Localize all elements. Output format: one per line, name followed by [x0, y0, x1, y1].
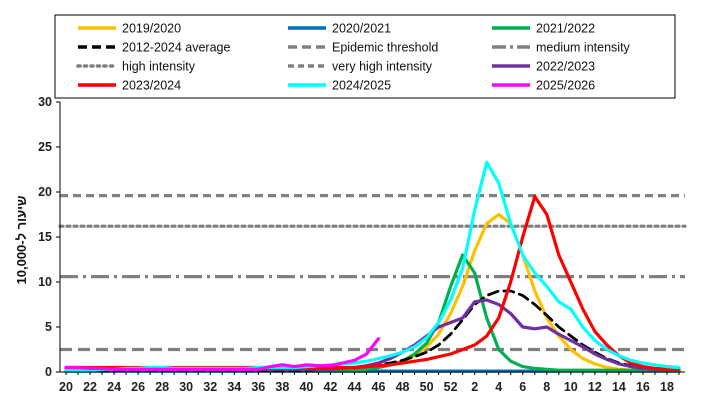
- legend-label: 2012-2024 average: [122, 41, 230, 55]
- x-tick-label: 10: [564, 380, 578, 394]
- y-tick-label: 0: [45, 365, 52, 379]
- x-tick-label: 18: [660, 380, 674, 394]
- legend-label: 2025/2026: [536, 79, 595, 93]
- legend-label: very high intensity: [332, 60, 433, 74]
- x-tick-label: 50: [420, 380, 434, 394]
- legend-label: 2023/2024: [122, 79, 181, 93]
- x-tick-label: 52: [444, 380, 458, 394]
- legend: 2019/2020 2020/2021 2021/2022 2012-2024 ave…: [76, 22, 631, 93]
- x-tick-label: 22: [83, 380, 97, 394]
- x-tick-label: 6: [519, 380, 526, 394]
- x-tick-label: 8: [543, 380, 550, 394]
- legend-label: 2021/2022: [536, 22, 595, 36]
- legend-label: high intensity: [122, 60, 196, 74]
- legend-label: 2024/2025: [332, 79, 391, 93]
- y-tick-label: 5: [45, 320, 52, 334]
- x-tick-label: 36: [251, 380, 265, 394]
- series-line-2025-2026: [64, 337, 381, 371]
- x-tick-label: 40: [299, 380, 313, 394]
- threshold-lines: [58, 194, 687, 352]
- x-tick-label: 2: [471, 380, 478, 394]
- x-tick-label: 34: [227, 380, 241, 394]
- x-tick-label: 12: [588, 380, 602, 394]
- y-tick-label: 20: [38, 185, 52, 199]
- x-tick-label: 48: [396, 380, 410, 394]
- x-tick-label: 4: [495, 380, 502, 394]
- x-tick-label: 38: [275, 380, 289, 394]
- x-tick-label: 14: [612, 380, 626, 394]
- legend-label: Epidemic threshold: [332, 41, 438, 55]
- series-lines: [64, 160, 681, 373]
- y-tick-label: 10: [38, 275, 52, 289]
- x-tick-label: 42: [323, 380, 337, 394]
- x-tick-label: 28: [155, 380, 169, 394]
- y-axis-label: שיעור ל-10,000: [14, 196, 29, 285]
- x-tick-label: 26: [131, 380, 145, 394]
- x-tick-label: 16: [636, 380, 650, 394]
- legend-box: [54, 14, 676, 99]
- legend-label: 2020/2021: [332, 22, 391, 36]
- legend-label: 2019/2020: [122, 22, 181, 36]
- legend-label: 2022/2023: [536, 60, 595, 74]
- x-tick-label: 30: [179, 380, 193, 394]
- y-tick-label: 25: [38, 140, 52, 154]
- y-tick-label: 15: [38, 230, 52, 244]
- x-tick-label: 46: [372, 380, 386, 394]
- x-tick-label: 20: [59, 380, 73, 394]
- y-tick-label: 30: [38, 95, 52, 109]
- legend-label: medium intensity: [536, 41, 631, 55]
- x-tick-label: 24: [107, 380, 121, 394]
- x-tick-label: 44: [348, 380, 362, 394]
- x-tick-label: 32: [203, 380, 217, 394]
